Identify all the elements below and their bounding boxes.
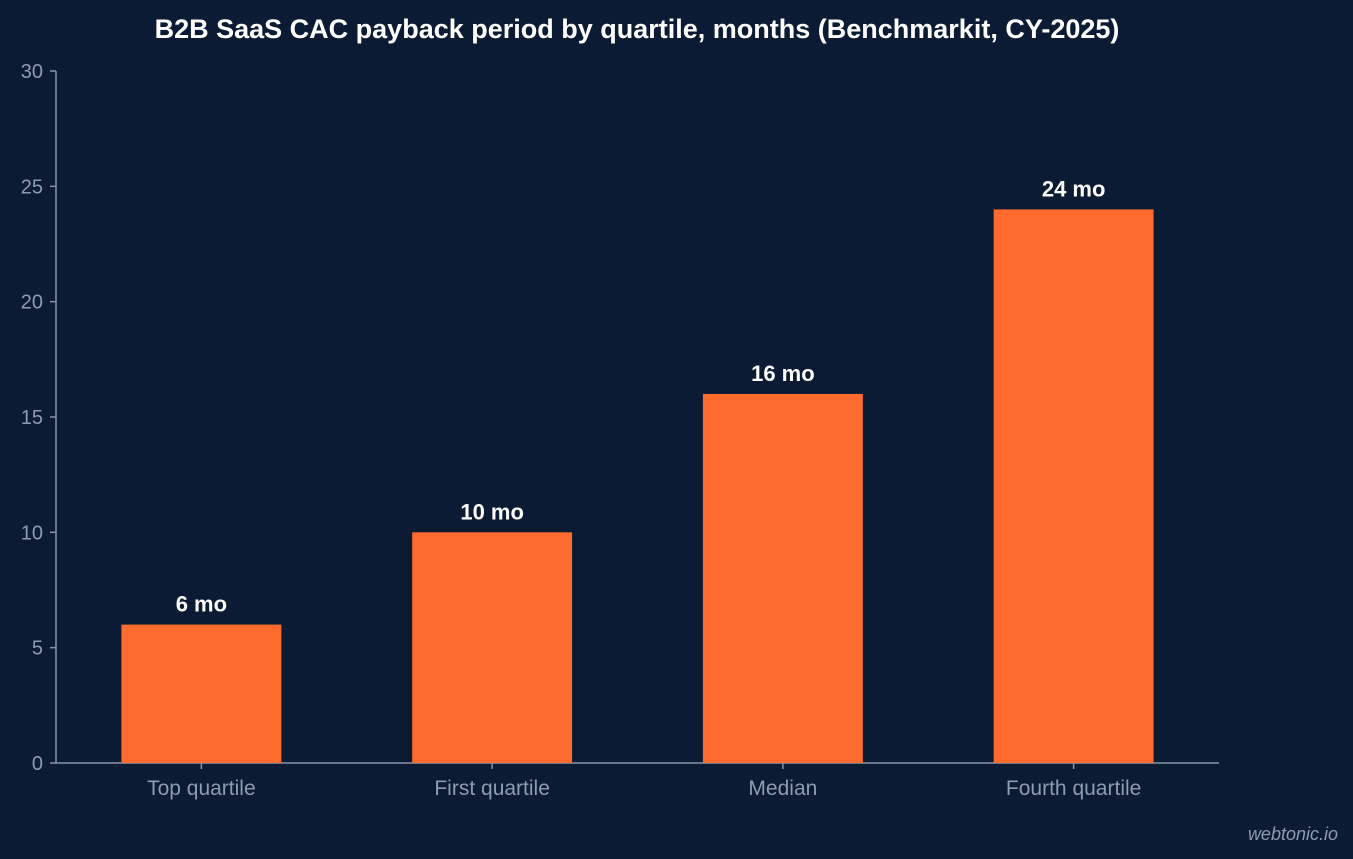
- data-label: 24 mo: [1042, 176, 1106, 201]
- chart-title: B2B SaaS CAC payback period by quartile,…: [155, 14, 1120, 44]
- y-tick-label: 0: [32, 753, 43, 775]
- y-tick-label: 15: [21, 407, 43, 429]
- data-label: 6 mo: [176, 592, 227, 617]
- watermark: webtonic.io: [1248, 824, 1338, 844]
- x-tick-label: First quartile: [434, 777, 550, 800]
- x-tick-label: Median: [748, 777, 817, 800]
- y-tick-label: 25: [21, 176, 43, 198]
- x-tick-label: Fourth quartile: [1006, 777, 1141, 800]
- y-tick-label: 30: [21, 61, 43, 83]
- y-axis: 0 5 10 15 20 25 30: [21, 61, 57, 775]
- bar: [412, 532, 573, 763]
- y-tick-label: 10: [21, 522, 43, 544]
- data-labels-group: 6 mo 10 mo 16 mo 24 mo: [176, 176, 1106, 616]
- y-tick-label: 5: [32, 638, 43, 660]
- data-label: 16 mo: [751, 361, 815, 386]
- bar: [702, 393, 863, 763]
- x-axis: Top quartile First quartile Median Fourth q…: [56, 762, 1219, 800]
- bar: [121, 624, 282, 763]
- x-tick-label: Top quartile: [147, 777, 256, 800]
- y-tick-label: 20: [21, 292, 43, 314]
- data-label: 10 mo: [460, 499, 524, 524]
- bars-group: [121, 209, 1154, 763]
- bar: [993, 209, 1154, 763]
